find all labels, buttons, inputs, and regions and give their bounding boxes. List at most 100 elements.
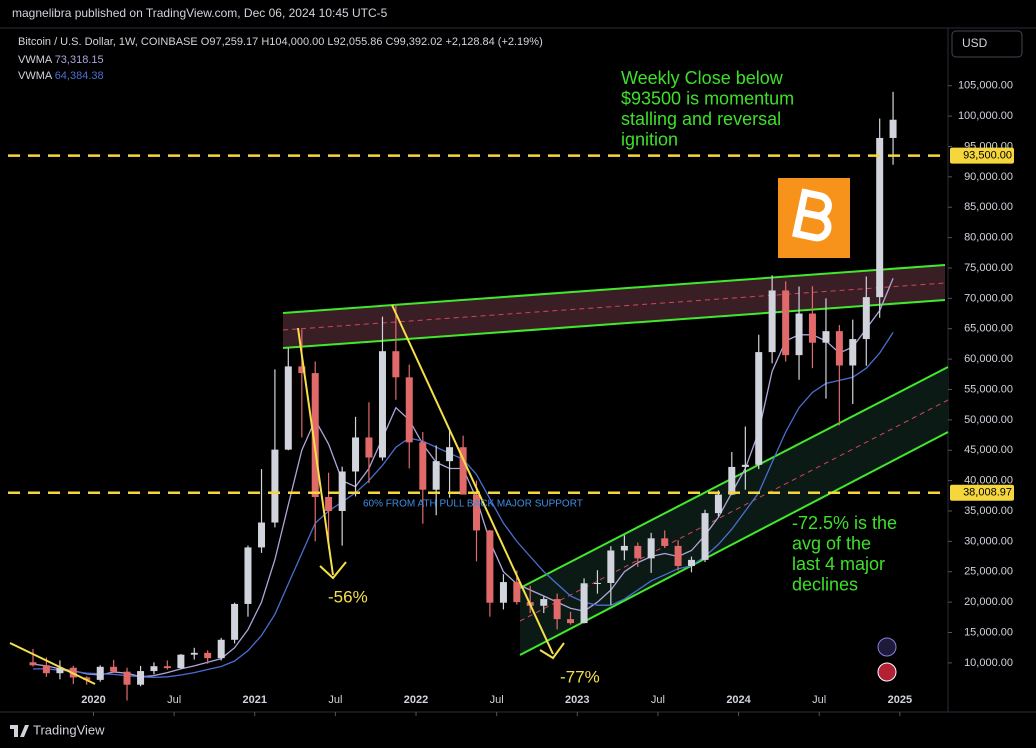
y-tick-label: 25,000.00 <box>964 566 1013 578</box>
note-line: declines <box>792 575 858 595</box>
note-line: stalling and reversal <box>621 109 781 129</box>
x-tick-label: Jul <box>167 694 181 706</box>
x-tick-label: 2024 <box>726 694 751 706</box>
candle-body <box>567 619 575 624</box>
candle-body <box>29 662 37 666</box>
candle-body <box>258 522 266 548</box>
level-label: 93,500.00 <box>963 149 1012 161</box>
candle-body <box>486 530 494 603</box>
candle-body <box>271 449 279 523</box>
candle-body <box>190 652 198 655</box>
y-tick-label: 100,000.00 <box>958 110 1013 122</box>
upper-channel-bottom <box>282 299 946 349</box>
decline-line <box>297 327 334 576</box>
ohlc-value: C99,392.02 <box>386 36 443 48</box>
candle-body <box>849 339 857 366</box>
upper-channel-mid <box>282 282 946 331</box>
ohlc-value: L92,055.86 <box>327 36 382 48</box>
y-tick-label: 75,000.00 <box>964 262 1013 274</box>
arrow-head <box>539 642 565 660</box>
candle-body <box>42 665 50 674</box>
candle-body <box>728 466 736 495</box>
note-line: avg of the <box>792 534 871 554</box>
candle-body <box>110 666 118 672</box>
candle-body <box>835 331 843 366</box>
y-tick-label: 60,000.00 <box>964 353 1013 365</box>
candle-body <box>580 583 588 624</box>
candle-body <box>204 652 212 659</box>
legend-row: Bitcoin / U.S. Dollar, 1W, COINBASE O97,… <box>18 36 543 48</box>
candle-body <box>661 538 669 546</box>
y-tick-label: 105,000.00 <box>958 80 1013 92</box>
ohlc-value: O97,259.17 <box>201 36 259 48</box>
x-tick-label: 2020 <box>81 694 105 706</box>
candle-body <box>365 437 373 458</box>
candle-body <box>298 366 306 374</box>
note-line: -72.5% is the <box>792 513 897 533</box>
y-tick-label: 30,000.00 <box>964 535 1013 547</box>
y-tick-label: 20,000.00 <box>964 596 1013 608</box>
x-tick-label: Jul <box>812 694 826 706</box>
brand-logo <box>10 725 29 737</box>
y-tick-label: 50,000.00 <box>964 414 1013 426</box>
candle-body <box>513 582 521 603</box>
candle-body <box>446 447 454 462</box>
decline-line <box>9 642 96 685</box>
candle-body <box>593 582 601 584</box>
y-tick-label: 40,000.00 <box>964 475 1013 487</box>
y-tick-label: 70,000.00 <box>964 292 1013 304</box>
support-label: 60% FROM ATH PULL BACK MAJOR SUPPORT <box>363 499 583 510</box>
candle-body <box>889 119 897 138</box>
y-tick-label: 85,000.00 <box>964 201 1013 213</box>
candle-body <box>768 290 776 353</box>
candle-body <box>405 377 413 443</box>
note-line: last 4 major <box>792 554 885 574</box>
y-tick-label: 65,000.00 <box>964 323 1013 335</box>
event-icon[interactable] <box>877 637 897 657</box>
plot <box>29 91 897 701</box>
note-line: ignition <box>621 130 678 150</box>
lower-channel-fill <box>520 367 948 655</box>
candle-body <box>499 582 507 603</box>
x-tick-label: 2022 <box>404 694 428 706</box>
candle-body <box>284 366 292 450</box>
candle-body <box>311 373 319 498</box>
candle-body <box>862 297 870 340</box>
candle-body <box>378 351 386 458</box>
candle-body <box>540 599 548 606</box>
candle-body <box>244 547 252 604</box>
candle-body <box>338 471 346 511</box>
arrow-head <box>319 561 347 580</box>
y-tick-label: 80,000.00 <box>964 232 1013 244</box>
candle-body <box>217 639 225 659</box>
candle-body <box>607 550 615 583</box>
level-label-box <box>950 484 1014 501</box>
candle-body <box>150 666 158 672</box>
y-tick-label: 15,000.00 <box>964 626 1013 638</box>
legend-row: VWMA 73,318.15 <box>18 54 104 66</box>
candle-body <box>137 671 145 685</box>
level-label-box <box>950 147 1014 164</box>
candle-body <box>782 290 790 356</box>
x-tick-label: Jul <box>651 694 665 706</box>
candle-body <box>163 666 171 669</box>
upper-channel-top <box>282 264 946 314</box>
event-icon[interactable] <box>877 662 897 682</box>
candle-body <box>701 513 709 560</box>
x-tick-label: 2023 <box>565 694 589 706</box>
x-tick-label: Jul <box>490 694 504 706</box>
ohlc-value: H104,000.00 <box>261 36 324 48</box>
legend-name: VWMA <box>18 54 53 66</box>
candle-body <box>419 442 427 490</box>
upper-channel-fill <box>283 265 945 348</box>
candle-body <box>352 437 360 472</box>
candle-body <box>647 538 655 559</box>
currency-button[interactable] <box>951 30 1023 58</box>
x-tick-label: 2021 <box>243 694 267 706</box>
note-line: Weekly Close below <box>621 68 784 88</box>
candle-body <box>620 545 628 551</box>
legend-value: 73,318.15 <box>55 54 104 66</box>
x-tick-label: 2025 <box>888 694 912 706</box>
ohlc-value: +2,128.84 (+2.19%) <box>446 36 543 48</box>
